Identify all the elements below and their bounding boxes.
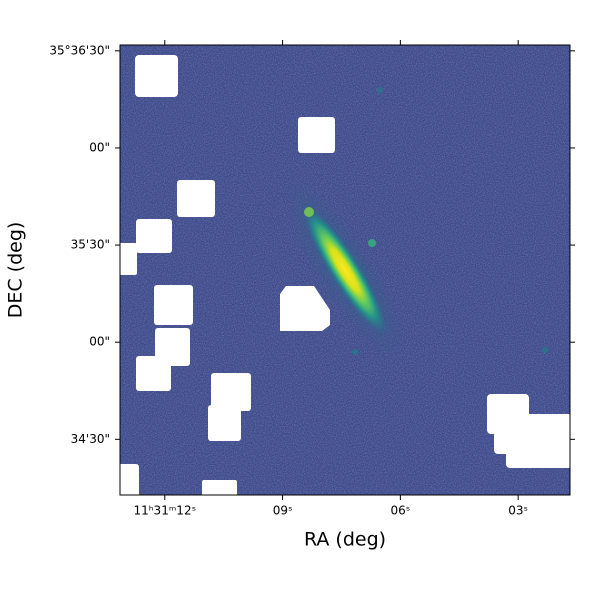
y-axis-label: DEC (deg) bbox=[5, 222, 27, 319]
x-tick-label: 03ˢ bbox=[508, 504, 528, 518]
x-tick-label: 06ˢ bbox=[390, 504, 410, 518]
y-tick-label: 34'30" bbox=[71, 432, 110, 446]
image bbox=[120, 45, 570, 495]
x-tick-label: 11ʰ31ᵐ12ˢ bbox=[133, 504, 196, 518]
y-tick-label: 00" bbox=[89, 335, 110, 349]
y-tick-label: 35'30" bbox=[71, 238, 110, 252]
y-tick-label: 00" bbox=[89, 140, 110, 154]
y-tick-label: 35°36'30" bbox=[49, 43, 110, 57]
x-tick-label: 09ˢ bbox=[273, 504, 293, 518]
x-axis-label: RA (deg) bbox=[304, 529, 386, 551]
plot-frame bbox=[119, 44, 571, 496]
